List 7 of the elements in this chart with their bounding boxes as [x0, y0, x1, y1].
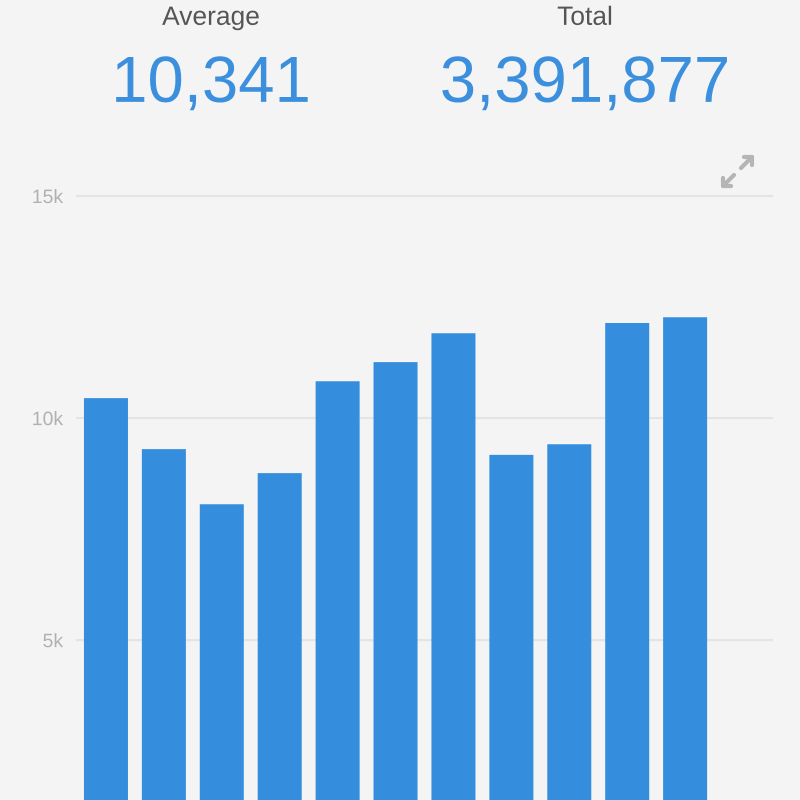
text: Average — [162, 6, 259, 30]
text: 10,341 — [116, 56, 308, 110]
text: 3,391,877 — [442, 56, 727, 110]
y-tick-label: 5k — [43, 633, 64, 648]
text: Total — [558, 6, 612, 26]
y-tick-label: 15k — [33, 188, 64, 204]
y-tick-label: 10k — [33, 411, 64, 426]
